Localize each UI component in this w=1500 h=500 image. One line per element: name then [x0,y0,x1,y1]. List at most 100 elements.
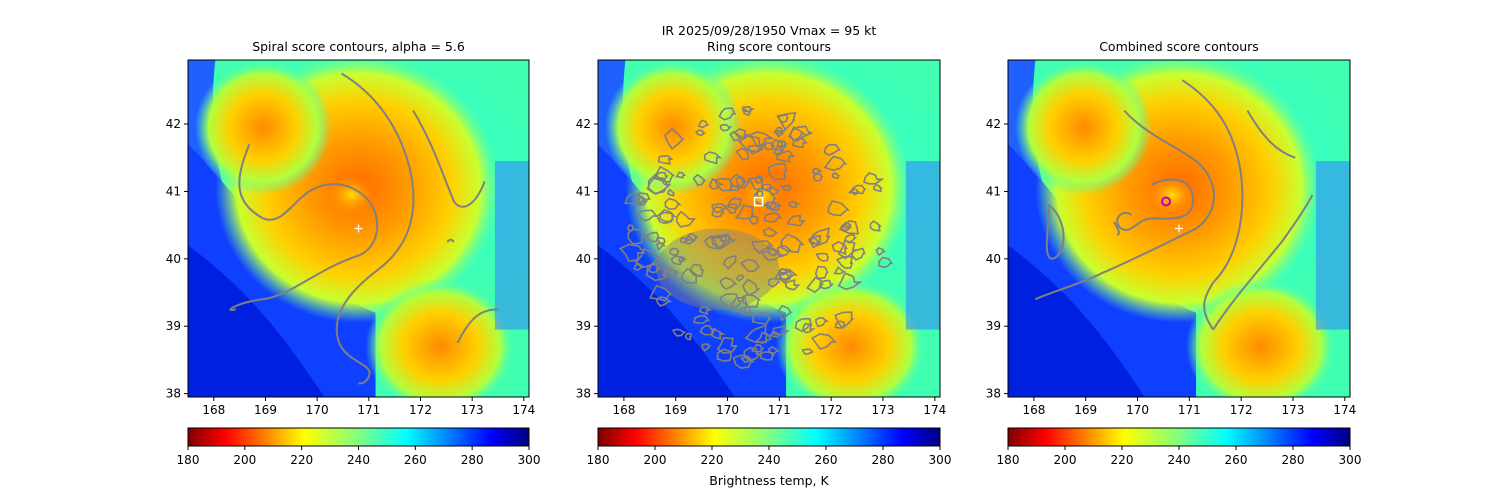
ring-contour-146 [752,312,772,325]
x-tick-label: 169 [254,403,277,417]
ring-contour-162 [759,246,784,261]
ring-contour-43 [710,235,729,249]
ring-contour-118 [683,234,696,245]
combined-contour-5 [1116,178,1194,231]
ring-contour-133 [835,255,854,269]
y-tick-label: 38 [986,387,1001,401]
y-tick-label: 42 [576,117,591,131]
ring-contour-29 [772,324,791,336]
ring-contour-150 [735,147,749,161]
ring-contour-32 [711,203,728,214]
x-tick-label: 170 [1126,403,1149,417]
combined-contour-0 [1034,109,1216,301]
y-tick-label: 42 [166,117,181,131]
colorbar-tick-label: 220 [1111,453,1134,467]
ring-contour-58 [766,201,783,212]
colorbar-tick-label: 180 [587,453,610,467]
ring-contour-132 [711,233,738,251]
ring-contour-56 [664,197,682,210]
ring-contour-143 [710,327,726,340]
ring-contour-6 [670,255,685,266]
ring-contour-27 [811,167,824,175]
ring-contour-159 [661,267,680,279]
y-tick-label: 42 [986,117,1001,131]
x-tick-label: 172 [1230,403,1253,417]
ring-contour-57 [808,227,831,246]
combined-center-marker [1161,196,1172,207]
ring-contour-131 [693,314,711,325]
colorbar-tick-label: 280 [1282,453,1305,467]
ring-contour-93 [850,187,860,196]
ring-contour-107 [739,258,761,273]
ring-contour-148 [789,126,807,142]
ring-contour-7 [823,143,841,157]
axes-frame [187,59,530,398]
y-tick-label: 39 [166,319,181,333]
colorbar [1007,427,1351,447]
ring-contour-52 [647,173,672,195]
ring-contour-77 [875,246,887,257]
ring-contour-15 [627,228,647,245]
ring-contour-108 [672,328,687,337]
colorbar-tick-label: 240 [347,453,370,467]
brightness-temp-image [188,60,529,397]
ring-contour-68 [618,243,646,263]
ring-contour-76 [801,348,814,356]
colorbar-label: Brightness temp, K [709,473,829,488]
ring-contour-66 [764,141,776,151]
ring-contour-101 [877,256,894,269]
ring-contour-152 [810,235,822,249]
y-tick-label: 40 [166,252,181,266]
combined-contour-6 [1113,221,1120,236]
ring-contour-138 [834,311,855,330]
ring-contour-128 [812,173,823,182]
ring-contour-112 [703,151,723,165]
ring-contour-97 [732,354,756,369]
ring-contour-167 [764,201,779,210]
ring-contour-45 [802,322,816,334]
ring-contour-31 [748,131,775,148]
ring-contour-54 [769,186,780,196]
ring-contour-91 [699,324,717,336]
ring-contour-95 [634,195,649,207]
colorbar [187,427,530,447]
ring-contour-114 [815,317,830,328]
ring-contour-134 [719,276,738,290]
ring-contour-156 [843,234,858,244]
ring-contour-103 [767,277,781,288]
ring-contour-111 [741,293,762,308]
ring-contour-149 [692,173,707,187]
ring-center-marker [753,196,764,207]
figure-suptitle: IR 2025/09/28/1950 Vmax = 95 kt [662,23,877,38]
colorbar-tick-label: 260 [404,453,427,467]
ring-contour-30 [814,265,829,280]
ring-contour-83 [751,239,775,254]
spiral-contour-0 [229,143,379,312]
ring-contour-116 [711,205,725,218]
y-tick-label: 41 [166,184,181,198]
center-cross-marker [354,224,363,233]
colorbar-tick-label: 200 [233,453,256,467]
colorbar-tick-label: 300 [929,453,952,467]
axes-frame [1007,59,1351,398]
x-tick-label: 171 [1178,403,1201,417]
y-tick-label: 38 [166,387,181,401]
ring-contour-141 [840,219,859,235]
colorbar-tick-label: 300 [518,453,541,467]
ring-contour-75 [627,224,635,232]
ring-contour-142 [730,173,751,189]
spiral-contour-2 [412,109,486,208]
ring-contour-51 [720,233,732,243]
x-tick-label: 173 [461,403,484,417]
ring-contour-113 [869,220,883,232]
ring-contour-37 [647,262,662,274]
ring-contour-124 [708,178,725,191]
ring-contour-22 [763,212,783,223]
ring-contour-125 [684,332,692,341]
ring-contour-88 [741,278,761,297]
y-tick-label: 40 [576,252,591,266]
panel-2: Combined score contours 168 169 170 171 172 17… [986,39,1362,467]
brightness-temp-image [598,60,940,397]
center-cross-marker [1175,224,1183,233]
x-tick-label: 173 [872,403,895,417]
